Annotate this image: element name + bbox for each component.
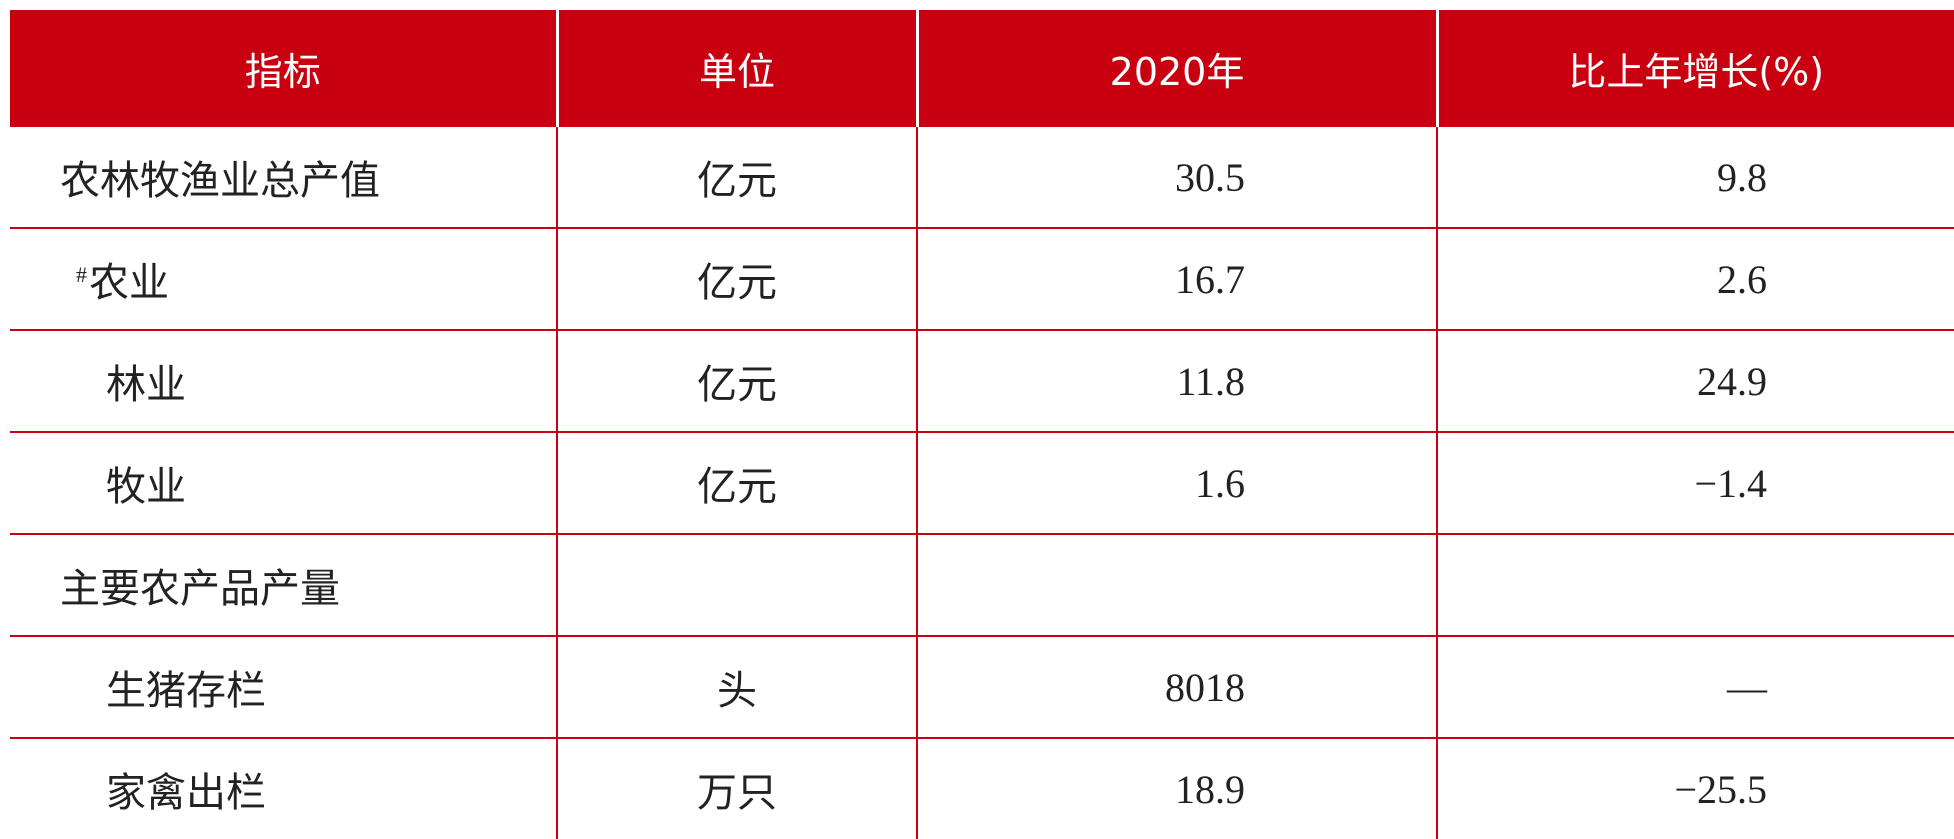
name-cell: 主要农产品产量 [10, 533, 557, 636]
note-mark: # [76, 262, 87, 287]
growth-cell: 9.8 [1436, 127, 1954, 228]
stats-table: 指标 单位 2020年 比上年增长(%) 农林牧渔业总产值 亿元 30.5 9.… [10, 10, 1954, 839]
row: 林业 亿元 11.8 24.9 [10, 329, 1954, 432]
name-cell: 家禽出栏 [10, 737, 557, 839]
unit-cell: 亿元 [556, 227, 917, 330]
unit-cell: 头 [556, 635, 917, 738]
value-cell: 16.7 [916, 227, 1437, 330]
row: 家禽出栏 万只 18.9 −25.5 [10, 737, 1954, 839]
header-cell: 2020年 [915, 10, 1437, 127]
unit-cell: 亿元 [556, 431, 917, 534]
value-cell: 18.9 [916, 737, 1437, 839]
name-text: 农业 [89, 260, 169, 305]
growth-cell: −1.4 [1436, 431, 1954, 534]
growth-cell: −25.5 [1436, 737, 1954, 839]
header-cell: 指标 [10, 10, 557, 127]
row: 主要农产品产量 [10, 533, 1954, 636]
value-cell: 1.6 [916, 431, 1437, 534]
unit-cell: 万只 [556, 737, 917, 839]
name-cell: 农林牧渔业总产值 [60, 158, 380, 203]
growth-cell: 24.9 [1436, 329, 1954, 432]
value-cell: 8018 [916, 635, 1437, 738]
row: #农业 亿元 16.7 2.6 [10, 227, 1954, 330]
value-cell [916, 533, 1437, 636]
name-cell: #农业 [10, 227, 557, 330]
value-cell: 11.8 [916, 329, 1437, 432]
row: 生猪存栏 头 8018 — [10, 635, 1954, 738]
name-cell: 林业 [10, 329, 557, 432]
header-row: 指标 单位 2020年 比上年增长(%) [10, 10, 1954, 127]
growth-cell: — [1436, 635, 1954, 738]
row: 牧业 亿元 1.6 −1.4 [10, 431, 1954, 534]
name-cell: 生猪存栏 [10, 635, 557, 738]
row: 农林牧渔业总产值 亿元 30.5 9.8 [10, 127, 1954, 228]
name-cell: 牧业 [10, 431, 557, 534]
unit-cell: 亿元 [556, 329, 917, 432]
growth-cell: 2.6 [1436, 227, 1954, 330]
header-cell: 比上年增长(%) [1435, 10, 1954, 127]
unit-cell [556, 533, 917, 636]
unit-cell: 亿元 [556, 127, 917, 228]
value-cell: 30.5 [916, 127, 1437, 228]
header-cell: 单位 [555, 10, 917, 127]
growth-cell [1436, 533, 1954, 636]
